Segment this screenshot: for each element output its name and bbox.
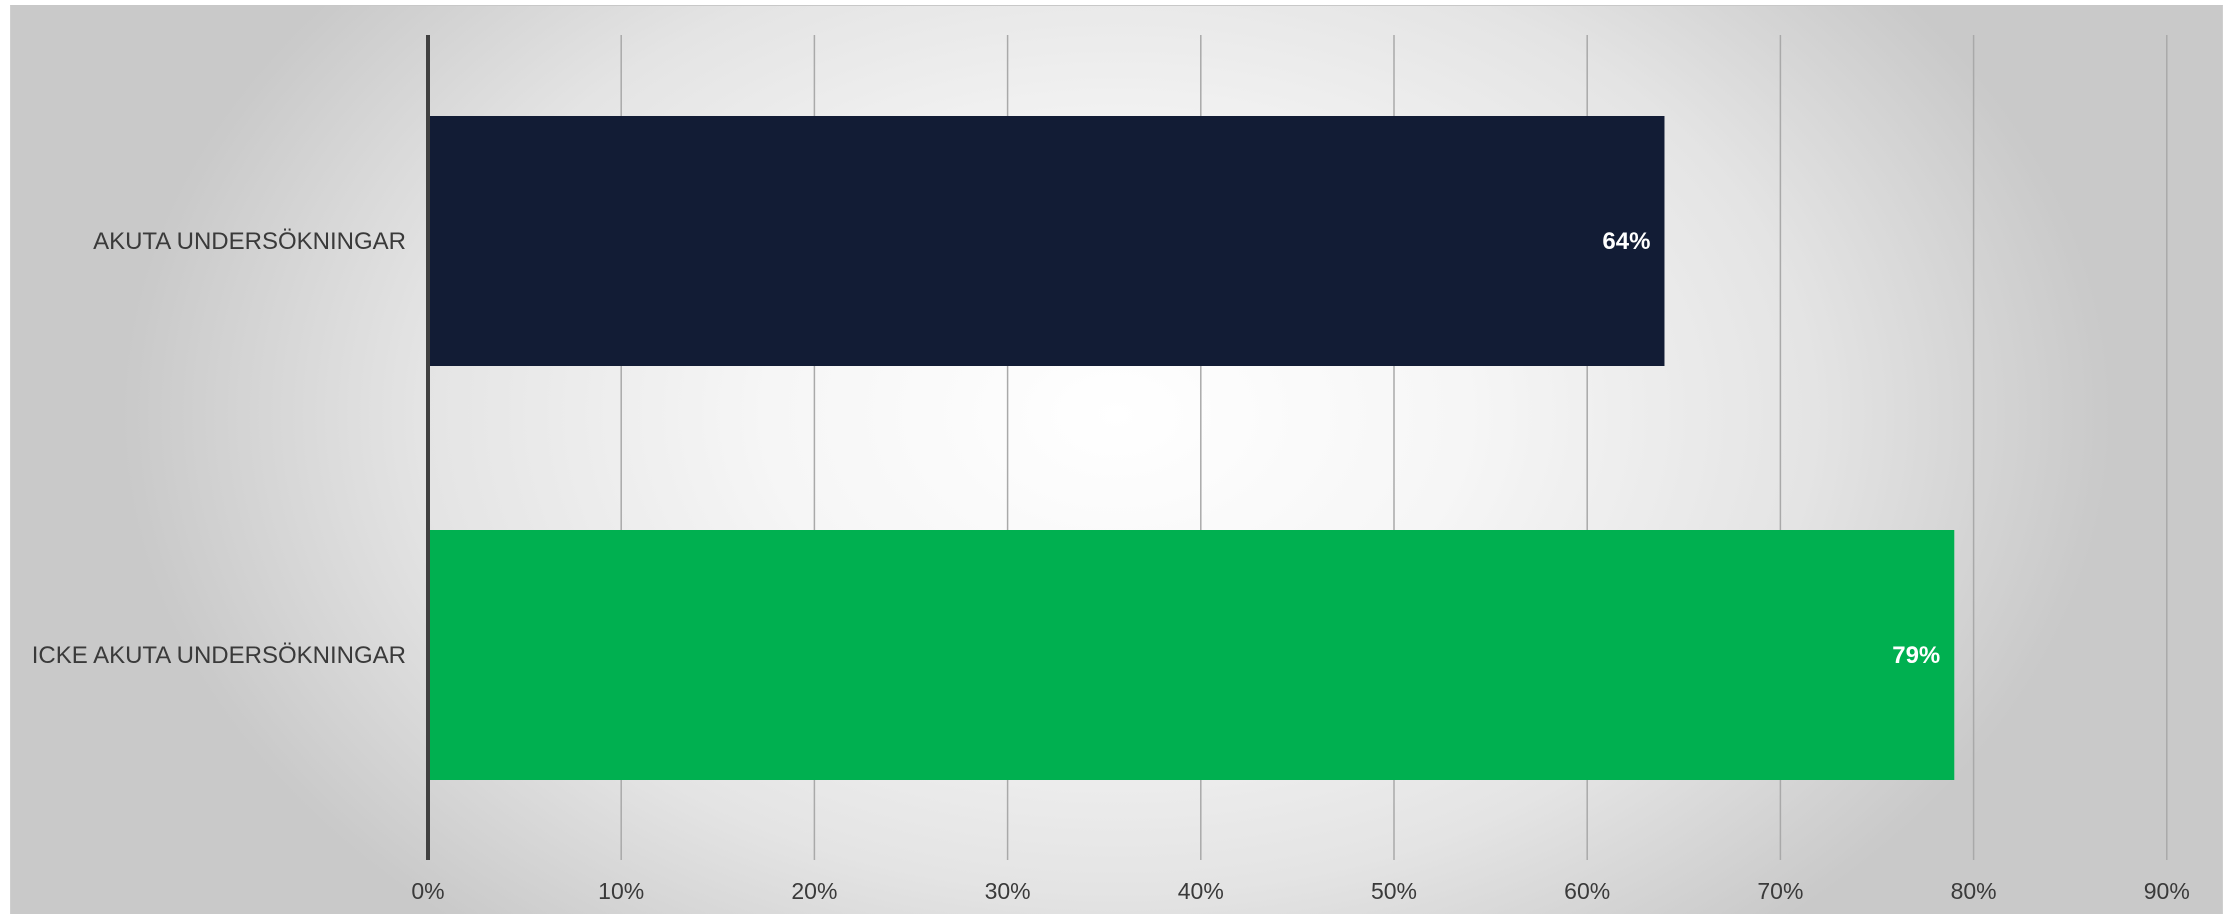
data-labels: 64% 79% [1602, 228, 1940, 669]
bar [428, 116, 1665, 366]
x-tick-label: 80% [1951, 878, 1997, 904]
category-label: ICKE AKUTA UNDERSÖKNINGAR [32, 642, 406, 669]
x-tick-label: 20% [791, 878, 837, 904]
x-tick-label: 50% [1371, 878, 1417, 904]
x-axis-tick-labels: 0% 10% 20% 30% 40% 50% 60% 70% 80% 90% [411, 878, 2189, 904]
category-labels: AKUTA UNDERSÖKNINGAR ICKE AKUTA UNDERSÖKN… [32, 228, 406, 669]
category-label: AKUTA UNDERSÖKNINGAR [93, 228, 406, 255]
x-tick-label: 30% [985, 878, 1031, 904]
x-tick-label: 0% [411, 878, 444, 904]
x-tick-label: 90% [2144, 878, 2190, 904]
x-tick-label: 70% [1757, 878, 1803, 904]
data-label: 64% [1602, 228, 1650, 255]
x-tick-label: 10% [598, 878, 644, 904]
x-tick-label: 60% [1564, 878, 1610, 904]
bar [428, 530, 1955, 780]
bars [428, 116, 1955, 780]
data-label: 79% [1892, 642, 1940, 669]
x-tick-label: 40% [1178, 878, 1224, 904]
